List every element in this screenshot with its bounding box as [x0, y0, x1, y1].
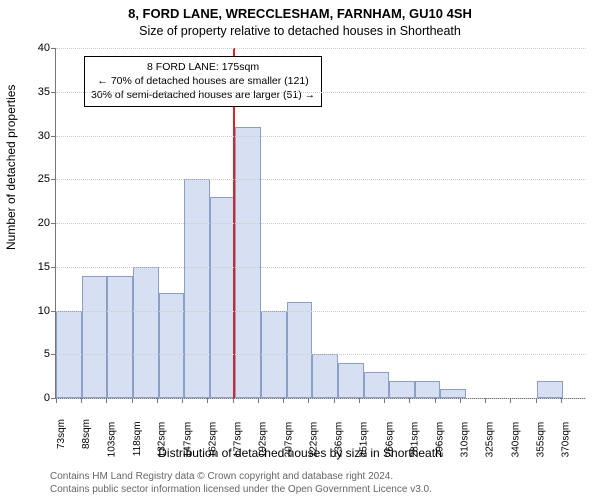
gridline-h — [56, 311, 586, 312]
xtick-mark — [359, 398, 360, 403]
xtick-mark — [561, 398, 562, 403]
gridline-h — [56, 136, 586, 137]
xtick-mark — [460, 398, 461, 403]
ytick-label: 20 — [38, 217, 50, 229]
ytick-mark — [51, 136, 56, 137]
xtick-mark — [283, 398, 284, 403]
ytick-label: 30 — [38, 130, 50, 142]
histogram-bar — [133, 267, 159, 398]
footer-line-2: Contains public sector information licen… — [50, 483, 590, 496]
ytick-mark — [51, 223, 56, 224]
title-line-1: 8, FORD LANE, WRECCLESHAM, FARNHAM, GU10… — [0, 6, 600, 21]
xtick-mark — [536, 398, 537, 403]
histogram-bar — [184, 179, 210, 398]
gridline-h — [56, 398, 586, 399]
annotation-box: 8 FORD LANE: 175sqm ← 70% of detached ho… — [84, 56, 322, 107]
gridline-h — [56, 48, 586, 49]
xtick-label: 88sqm — [81, 419, 92, 449]
annotation-line-1: 8 FORD LANE: 175sqm — [91, 60, 315, 74]
histogram-bar — [235, 127, 261, 398]
xtick-mark — [435, 398, 436, 403]
ytick-label: 5 — [44, 348, 50, 360]
histogram-bar — [287, 302, 313, 398]
ytick-mark — [51, 48, 56, 49]
title-line-2: Size of property relative to detached ho… — [0, 24, 600, 38]
xtick-mark — [485, 398, 486, 403]
ytick-mark — [51, 311, 56, 312]
histogram-bar — [338, 363, 364, 398]
ytick-mark — [51, 354, 56, 355]
xtick-mark — [157, 398, 158, 403]
gridline-h — [56, 92, 586, 93]
y-axis-label: Number of detached properties — [4, 85, 18, 250]
histogram-bar — [210, 197, 236, 398]
xtick-mark — [510, 398, 511, 403]
ytick-label: 35 — [38, 86, 50, 98]
xtick-mark — [258, 398, 259, 403]
footer-attribution: Contains HM Land Registry data © Crown c… — [50, 470, 590, 496]
xtick-mark — [81, 398, 82, 403]
annotation-line-3: 30% of semi-detached houses are larger (… — [91, 88, 315, 102]
xtick-mark — [233, 398, 234, 403]
ytick-label: 25 — [38, 173, 50, 185]
xtick-mark — [308, 398, 309, 403]
histogram-bar — [364, 372, 390, 398]
histogram-bar — [415, 381, 441, 399]
ytick-mark — [51, 179, 56, 180]
histogram-bar — [440, 389, 466, 398]
histogram-bar — [389, 381, 415, 399]
ytick-label: 40 — [38, 42, 50, 54]
histogram-bar — [537, 381, 563, 399]
xtick-mark — [384, 398, 385, 403]
gridline-h — [56, 223, 586, 224]
ytick-label: 0 — [44, 392, 50, 404]
xtick-mark — [182, 398, 183, 403]
footer-line-1: Contains HM Land Registry data © Crown c… — [50, 470, 590, 483]
gridline-h — [56, 179, 586, 180]
xtick-mark — [132, 398, 133, 403]
xtick-mark — [56, 398, 57, 403]
annotation-line-2: ← 70% of detached houses are smaller (12… — [91, 74, 315, 88]
gridline-h — [56, 354, 586, 355]
xtick-label: 73sqm — [56, 419, 67, 449]
ytick-mark — [51, 267, 56, 268]
histogram-bar — [312, 354, 338, 398]
x-axis-label: Distribution of detached houses by size … — [0, 446, 600, 460]
chart-container: 8, FORD LANE, WRECCLESHAM, FARNHAM, GU10… — [0, 0, 600, 500]
ytick-mark — [51, 92, 56, 93]
ytick-label: 10 — [38, 305, 50, 317]
xtick-mark — [409, 398, 410, 403]
histogram-bar — [107, 276, 133, 399]
histogram-bar — [82, 276, 108, 399]
xtick-mark — [106, 398, 107, 403]
plot-area: 8 FORD LANE: 175sqm ← 70% of detached ho… — [55, 48, 586, 399]
ytick-label: 15 — [38, 261, 50, 273]
xtick-mark — [334, 398, 335, 403]
histogram-bar — [159, 293, 185, 398]
gridline-h — [56, 267, 586, 268]
xtick-mark — [207, 398, 208, 403]
